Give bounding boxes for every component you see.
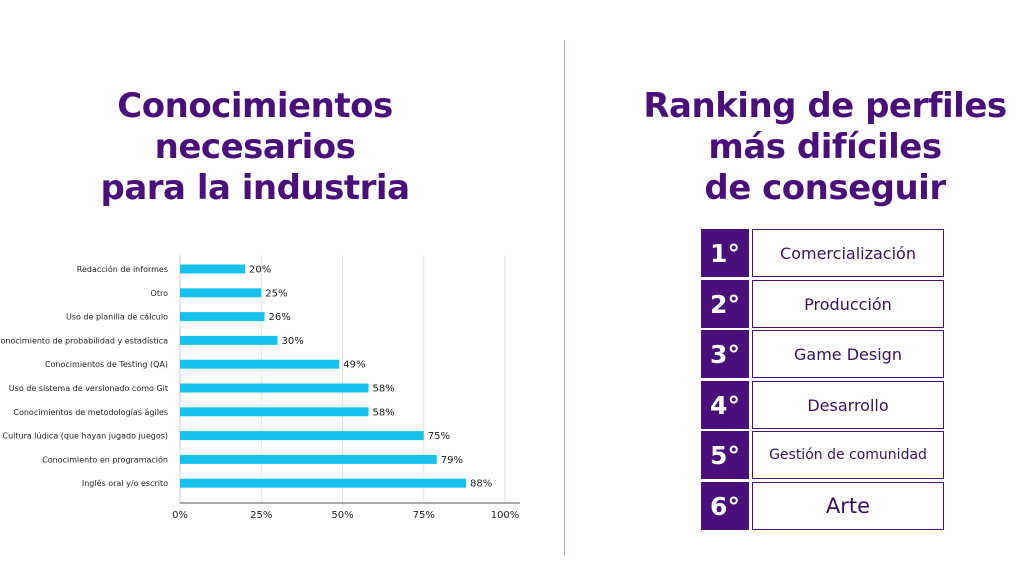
bar	[180, 359, 340, 369]
x-tick-label: 75%	[413, 510, 435, 521]
value-label: 75%	[428, 431, 450, 442]
bar	[180, 264, 245, 274]
category-label: Conocimientos de metodologías ágiles	[13, 408, 168, 417]
category-label: Inglés oral y/o escrito	[82, 478, 168, 488]
value-label: 20%	[249, 265, 271, 276]
category-label: Uso de planilla de cálculo	[66, 313, 168, 322]
value-label: 88%	[470, 479, 492, 490]
rank-position: 3°	[701, 330, 749, 378]
ranking-title-line: Ranking de perfiles	[643, 86, 1007, 126]
x-tick-label: 100%	[491, 510, 520, 521]
bar	[180, 335, 278, 345]
knowledge-bar-chart: Redacción de informes 20% Otro 25% Uso de pl…	[0, 255, 520, 521]
rank-position: 4°	[701, 381, 749, 429]
section-divider	[564, 40, 565, 556]
category-label: Conocimiento en programación	[42, 454, 168, 464]
rank-position: 1°	[701, 229, 749, 277]
knowledge-title-line: necesarios	[154, 127, 356, 167]
knowledge-title: Conocimientos necesarios para la industr…	[40, 86, 470, 209]
ranking-row: 3° Game Design	[701, 330, 944, 378]
ranking-row: 5° Gestión de comunidad	[701, 431, 944, 479]
category-label: Redacción de informes	[77, 264, 168, 274]
bar	[180, 478, 466, 488]
value-label: 26%	[269, 312, 291, 323]
bar	[180, 407, 369, 417]
value-label: 79%	[441, 455, 463, 466]
bar	[180, 431, 424, 441]
value-label: 58%	[373, 384, 395, 395]
knowledge-title-line: Conocimientos	[117, 86, 393, 126]
rank-position: 2°	[701, 280, 749, 328]
value-label: 25%	[265, 288, 287, 299]
rank-profile-label: Arte	[752, 482, 944, 530]
category-label: Otro	[151, 289, 169, 298]
bar	[180, 383, 369, 393]
bar	[180, 288, 262, 298]
rank-position: 6°	[701, 482, 749, 530]
ranking-row: 1° Comercialización	[701, 229, 944, 277]
ranking-row: 4° Desarrollo	[701, 381, 944, 429]
ranking-row: 2° Producción	[701, 280, 944, 328]
ranking-row: 6° Arte	[701, 482, 944, 530]
ranking-title: Ranking de perfiles más difíciles de con…	[620, 86, 1024, 209]
value-label: 58%	[373, 407, 395, 418]
category-label: Uso de sistema de versionado como Git	[9, 384, 168, 393]
rank-profile-label: Producción	[752, 280, 944, 328]
category-label: Conocimiento de probabilidad y estadísti…	[0, 336, 168, 345]
x-tick-label: 0%	[172, 510, 188, 521]
ranking-title-line: de conseguir	[704, 168, 946, 208]
rank-profile-label: Game Design	[752, 330, 944, 378]
x-tick-label: 50%	[331, 510, 353, 521]
category-label: Cultura lúdica (que hayan jugado juegos)	[3, 432, 168, 441]
rank-profile-label: Desarrollo	[752, 381, 944, 429]
rank-profile-label: Gestión de comunidad	[752, 431, 944, 479]
ranking-title-line: más difíciles	[708, 127, 942, 167]
value-label: 30%	[282, 336, 304, 347]
category-label: Conocimientos de Testing (QA)	[45, 360, 168, 369]
knowledge-title-line: para la industria	[100, 168, 410, 208]
value-label: 49%	[343, 360, 365, 371]
bar	[180, 312, 265, 322]
x-tick-label: 25%	[250, 510, 272, 521]
rank-position: 5°	[701, 431, 749, 479]
rank-profile-label: Comercialización	[752, 229, 944, 277]
bar	[180, 454, 437, 464]
